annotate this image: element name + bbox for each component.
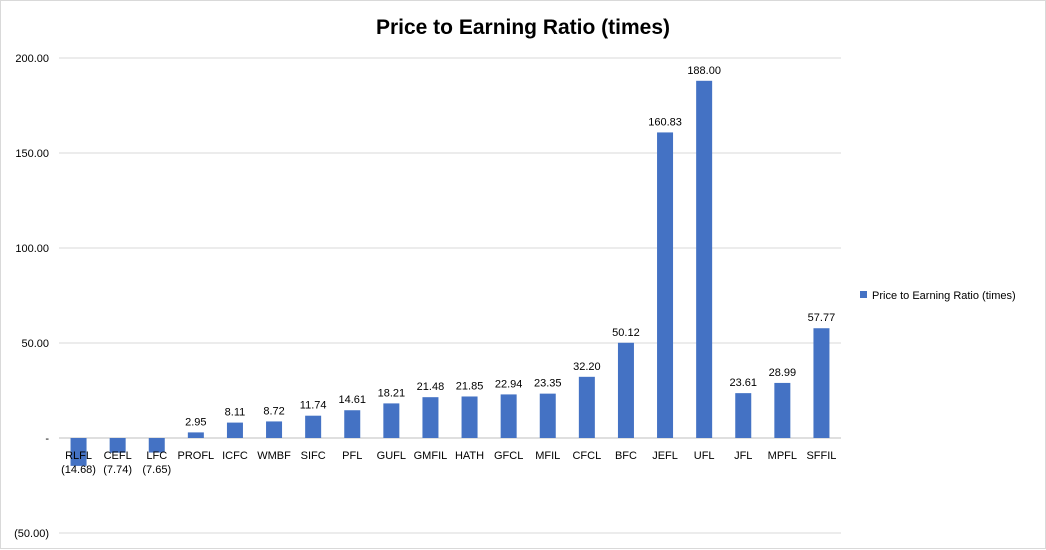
data-label: 21.85: [456, 380, 484, 392]
bar-wmbf: [266, 421, 283, 438]
category-label: GFCL: [494, 450, 523, 462]
legend-label: Price to Earning Ratio (times): [872, 290, 1016, 302]
data-label: 57.77: [808, 312, 836, 324]
category-label: ICFC: [222, 450, 248, 462]
bar-lfc: [148, 438, 165, 453]
data-label: 32.20: [573, 361, 601, 373]
category-label: CEFL: [104, 450, 132, 462]
y-tick-label: 150.00: [15, 148, 49, 160]
category-label: CFCL: [572, 450, 601, 462]
category-label: MFIL: [535, 450, 560, 462]
data-label: 160.83: [648, 116, 682, 128]
gridlines: [59, 57, 841, 534]
data-label: 188.00: [687, 65, 721, 77]
data-label: 21.48: [417, 381, 445, 393]
y-tick-label: (50.00): [14, 528, 49, 540]
legend: Price to Earning Ratio (times): [860, 290, 1016, 302]
bar-sffil: [813, 328, 830, 438]
bar-icfc: [226, 422, 243, 438]
bars: [70, 80, 830, 466]
category-label: GUFL: [377, 450, 406, 462]
category-label: WMBF: [257, 450, 291, 462]
data-label: 8.72: [263, 405, 284, 417]
data-label: 14.61: [338, 394, 366, 406]
y-tick-label: 50.00: [21, 338, 49, 350]
bar-mpfl: [774, 382, 791, 438]
data-label: 8.11: [225, 407, 246, 419]
y-tick-label: 200.00: [15, 53, 49, 65]
bar-ufl: [696, 80, 713, 439]
bar-bfc: [617, 342, 634, 438]
category-label: HATH: [455, 450, 484, 462]
data-label: 23.61: [729, 377, 757, 389]
bar-gfcl: [500, 394, 517, 438]
bar-mfil: [539, 393, 556, 438]
category-label: PROFL: [178, 450, 215, 462]
category-label: SIFC: [301, 450, 326, 462]
bar-cefl: [109, 438, 126, 453]
data-label: 11.74: [300, 400, 327, 412]
category-label: BFC: [615, 450, 637, 462]
bar-hath: [461, 396, 478, 438]
data-label: 18.21: [378, 387, 406, 399]
category-label: RLFL: [65, 450, 92, 462]
bar-pfl: [344, 410, 361, 438]
bar-profl: [187, 432, 204, 438]
bar-jfl: [735, 393, 752, 438]
category-label: SFFIL: [806, 450, 836, 462]
data-label: 28.99: [769, 367, 797, 379]
data-label: (14.68): [61, 464, 96, 476]
category-label: LFC: [146, 450, 167, 462]
data-label: 23.35: [534, 378, 562, 390]
bar-gufl: [383, 403, 400, 438]
bar-jefl: [657, 132, 674, 438]
data-label: (7.65): [142, 464, 171, 476]
y-tick-label: 100.00: [15, 243, 49, 255]
category-label: MPFL: [768, 450, 797, 462]
bar-sifc: [305, 415, 322, 438]
bar-cfcl: [578, 376, 595, 438]
bar-gmfil: [422, 397, 439, 438]
bar-rlfl: [70, 438, 87, 466]
data-label: (7.74): [103, 464, 132, 476]
category-label: UFL: [694, 450, 715, 462]
category-label: PFL: [342, 450, 362, 462]
data-label: 22.94: [495, 378, 523, 390]
category-label: GMFIL: [414, 450, 448, 462]
category-label: JEFL: [652, 450, 678, 462]
category-label: JFL: [734, 450, 752, 462]
data-labels: (14.68) (7.74) (7.65) 2.95 8.11 8.72 11.74 14.6…: [61, 65, 835, 476]
data-label: 50.12: [612, 327, 640, 339]
category-labels: RLFL CEFL LFC PROFL ICFC WMBF SIFC PFL GUFL GMFIL…: [65, 450, 836, 462]
chart-title: Price to Earning Ratio (times): [376, 16, 670, 39]
y-axis-ticks: 200.00 150.00 100.00 50.00 - (50.00): [14, 53, 49, 540]
y-tick-label: -: [45, 433, 49, 445]
data-label: 2.95: [185, 416, 206, 428]
legend-swatch: [860, 291, 867, 298]
